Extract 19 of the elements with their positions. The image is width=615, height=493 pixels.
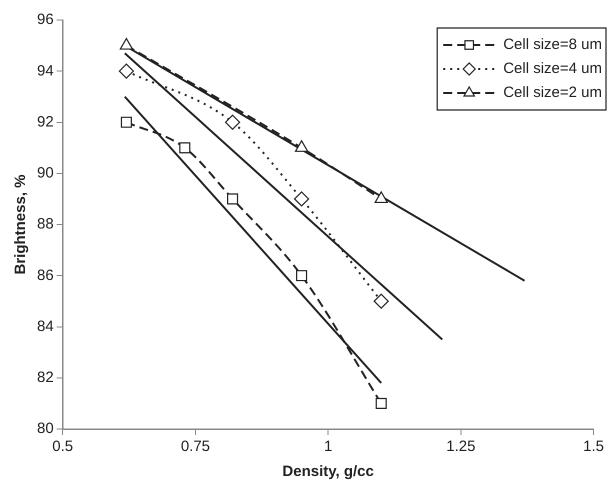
y-tick-label: 92 — [36, 113, 54, 130]
x-tick-label: 1.25 — [446, 438, 476, 456]
x-tick-label: 0.75 — [180, 438, 210, 456]
y-axis-title: Brightness, % — [12, 174, 30, 275]
y-tick-label: 82 — [36, 369, 54, 386]
legend-label: Cell size=4 um — [503, 60, 602, 78]
y-tick-label: 96 — [36, 11, 54, 28]
y-tick-label: 86 — [36, 266, 54, 284]
y-tick-label: 94 — [36, 62, 54, 80]
x-axis-title: Density, g/cc — [282, 463, 374, 480]
y-tick-label: 90 — [36, 164, 54, 182]
y-tick-label: 84 — [36, 318, 54, 335]
x-tick-label: 1 — [324, 438, 332, 456]
x-tick-label: 1.5 — [583, 438, 604, 456]
legend-label: Cell size=8 um — [503, 36, 602, 54]
x-tick-label: 0.5 — [52, 438, 74, 456]
y-tick-label: 88 — [36, 216, 54, 233]
legend-label: Cell size=2 um — [503, 84, 602, 102]
y-tick-label: 80 — [36, 420, 54, 438]
